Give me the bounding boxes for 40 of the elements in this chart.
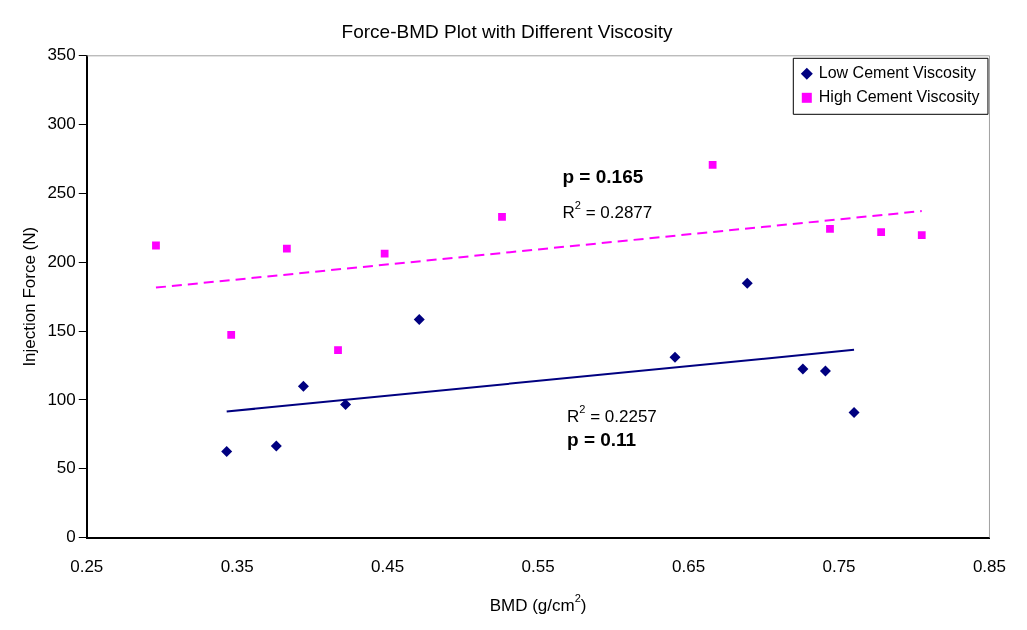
x-tick-label: 0.55 [521,557,555,577]
point [826,224,834,233]
annotation: p = 0.11 [567,428,637,450]
point [917,231,926,240]
x-tick-label: 0.45 [371,557,405,577]
chart-title: Force-BMD Plot with Different Viscosity [341,20,673,42]
legend-label: Low Cement Viscosity [818,64,976,82]
legend-label: High Cement Viscosity [818,88,980,106]
point [848,407,860,419]
x-tick-label: 0.35 [220,557,254,577]
point [741,277,753,289]
point [498,212,506,221]
y-tick-label: 50 [56,458,76,478]
y-tick-label: 250 [47,183,76,203]
point [297,380,309,392]
point [152,241,160,250]
y-tick-label: 0 [66,527,76,547]
point [270,440,282,452]
point [334,346,342,354]
y-axis-title: Injection Force (N) [19,226,39,367]
y-tick-label: 200 [47,251,76,271]
y-tick-label: 350 [47,45,76,65]
point [819,365,831,377]
point [877,228,886,237]
point [282,244,291,253]
point [669,351,681,363]
x-tick-label: 0.75 [822,557,856,577]
annotation: p = 0.165 [562,166,644,188]
y-tick-label: 100 [47,389,76,409]
point [380,249,389,258]
x-tick-label: 0.65 [672,557,706,577]
point [227,331,236,339]
x-tick-label: 0.85 [972,557,1006,577]
y-tick-label: 150 [47,320,76,340]
point [413,313,425,325]
point [797,363,809,375]
y-tick-label: 300 [47,114,76,134]
point [708,161,717,169]
point [221,445,233,457]
x-tick-label: 0.25 [70,557,104,577]
